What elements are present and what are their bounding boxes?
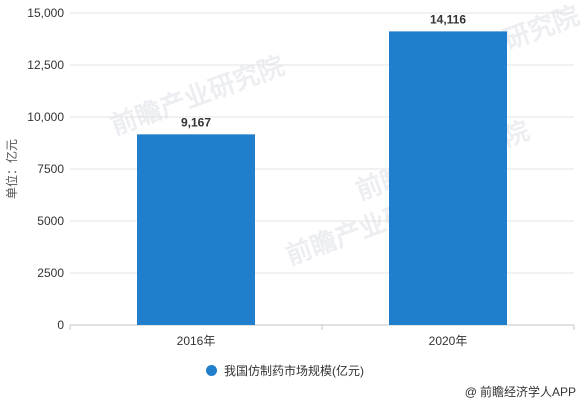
y-tick-label: 2500 bbox=[37, 266, 64, 280]
credit-text: 前瞻经济学人APP bbox=[479, 385, 576, 399]
legend-marker bbox=[206, 365, 217, 376]
bars bbox=[137, 31, 507, 325]
source-credit: @ 前瞻经济学人APP bbox=[465, 383, 576, 400]
y-tick-label: 15,000 bbox=[27, 6, 64, 20]
bar[interactable] bbox=[137, 134, 255, 325]
legend-label: 我国仿制药市场规模(亿元) bbox=[224, 364, 364, 378]
data-label: 14,116 bbox=[430, 12, 466, 26]
y-axis-label: 单位：亿元 bbox=[4, 139, 19, 199]
data-label: 9,167 bbox=[181, 115, 211, 129]
at-sign-icon: @ bbox=[464, 384, 477, 399]
legend[interactable]: 我国仿制药市场规模(亿元) bbox=[206, 362, 364, 379]
y-tick-label: 10,000 bbox=[27, 110, 64, 124]
x-tick-label: 2016年 bbox=[177, 334, 216, 348]
bar[interactable] bbox=[389, 31, 507, 325]
y-tick-label: 12,500 bbox=[27, 58, 64, 72]
y-tick-label: 0 bbox=[57, 318, 64, 332]
y-tick-label: 7500 bbox=[37, 162, 64, 176]
data-labels: 9,167 14,116 bbox=[181, 12, 466, 129]
x-axis-ticks: 2016年 2020年 bbox=[69, 325, 575, 348]
y-tick-label: 5000 bbox=[37, 214, 64, 228]
y-axis-ticks: 0 2500 5000 7500 10,000 12,500 15,000 bbox=[27, 6, 64, 332]
x-tick-label: 2020年 bbox=[429, 334, 468, 348]
